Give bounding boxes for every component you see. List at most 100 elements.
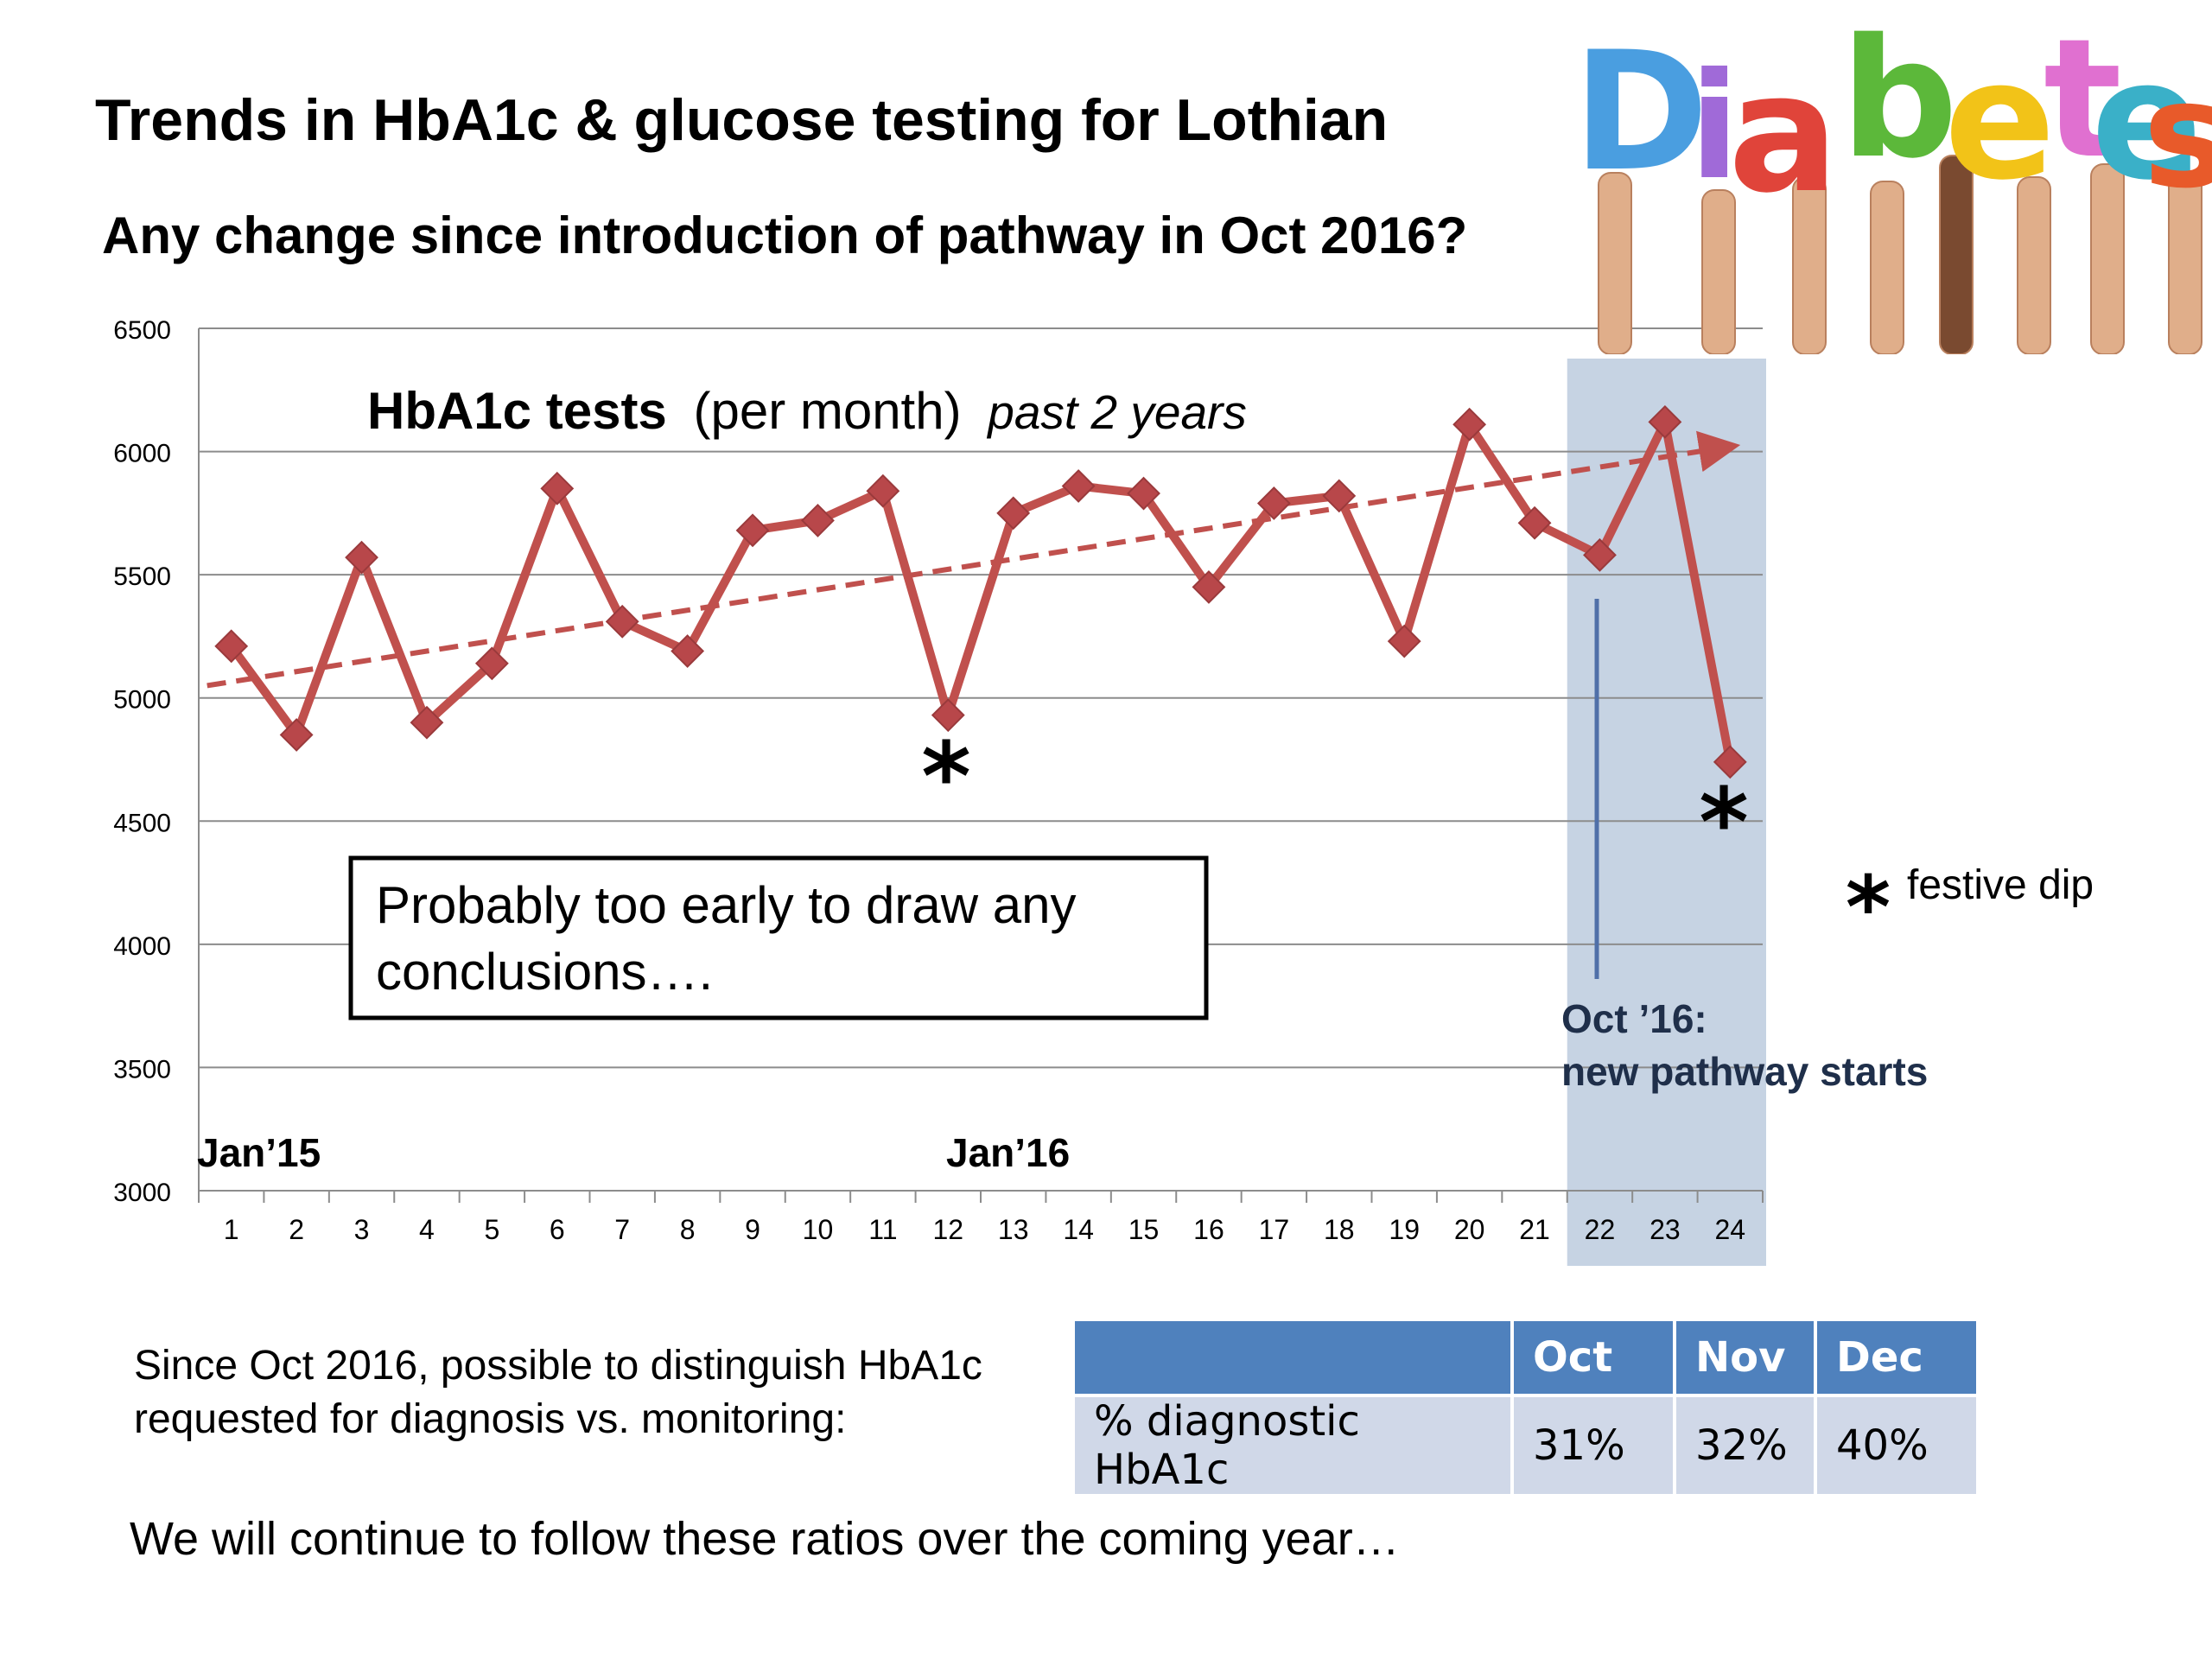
note-box [348, 855, 1209, 1020]
diagnostic-ratio-table: Oct Nov Dec % diagnostic HbA1c 31% 32% 4… [1071, 1318, 1980, 1497]
x-tick-5: 5 [484, 1214, 499, 1245]
data-point-month-1 [214, 629, 249, 664]
data-point-month-8 [671, 634, 705, 668]
x-axis-tick-labels: 1 2 3 4 5 6 7 8 9 10 11 12 13 14 15 16 17 18 19 20 21 22 23 24 [224, 1214, 1745, 1245]
table-header-row: Oct Nov Dec [1075, 1321, 1976, 1394]
y-tick-4500: 4500 [113, 809, 171, 837]
data-point-month-4 [410, 705, 444, 740]
diagnosis-note: Since Oct 2016, possible to distinguish … [134, 1339, 1050, 1446]
data-point-month-12 [931, 698, 965, 733]
note-line1: Probably too early to draw any [376, 876, 1076, 934]
x-tick-1: 1 [224, 1214, 239, 1245]
x-tick-18: 18 [1324, 1214, 1355, 1245]
legend-asterisk: * [1846, 857, 1891, 958]
x-tick-24: 24 [1714, 1214, 1745, 1245]
x-tick-2: 2 [289, 1214, 304, 1245]
x-tick-13: 13 [998, 1214, 1029, 1245]
data-point-month-24 [1713, 745, 1747, 779]
data-point-month-11 [866, 474, 900, 508]
x-tick-10: 10 [803, 1214, 834, 1245]
svg-text:b: b [1840, 26, 1958, 194]
data-point-month-10 [801, 503, 835, 537]
y-tick-6500: 6500 [113, 316, 171, 345]
data-point-month-5 [474, 646, 509, 681]
y-tick-6000: 6000 [113, 440, 171, 468]
hands-illustration [1598, 155, 2202, 354]
x-tick-15: 15 [1128, 1214, 1160, 1245]
y-tick-3000: 3000 [113, 1179, 171, 1207]
table-header-blank [1075, 1321, 1510, 1394]
y-axis-tick-labels: 3000 3500 4000 4500 5000 5500 6000 6500 [113, 316, 171, 1207]
data-point-month-16 [1192, 569, 1226, 604]
data-point-month-23 [1648, 404, 1682, 439]
data-point-month-3 [345, 540, 378, 575]
x-tick-9: 9 [745, 1214, 760, 1245]
x-tick-23: 23 [1649, 1214, 1681, 1245]
data-point-month-21 [1517, 505, 1552, 540]
table-header-dec: Dec [1817, 1321, 1976, 1394]
data-point-month-6 [540, 471, 575, 505]
svg-text:a: a [1728, 38, 1839, 229]
x-tick-16: 16 [1193, 1214, 1224, 1245]
svg-text:t: t [2044, 26, 2122, 194]
pathway-label-line1: Oct ’16: [1561, 996, 1707, 1041]
data-point-month-22 [1583, 537, 1617, 572]
data-point-month-14 [1061, 469, 1096, 503]
pathway-label-line2: new pathway starts [1561, 1049, 1928, 1094]
asterisk-month-12: * [921, 721, 971, 832]
series-line [227, 417, 1735, 763]
x-tick-14: 14 [1063, 1214, 1094, 1245]
note-line2: conclusions…. [376, 943, 713, 1001]
chart-title: HbA1c tests (per month) past 2 years [367, 382, 1247, 440]
logo-letters: D i a b e t e s [1573, 26, 2212, 229]
data-point-month-18 [1322, 479, 1357, 513]
x-axis [198, 328, 1764, 1203]
trendline [207, 430, 1741, 689]
table-header-nov: Nov [1676, 1321, 1814, 1394]
asterisk-month-24: * [1699, 767, 1749, 878]
svg-text:e: e [2091, 26, 2202, 216]
data-point-month-9 [735, 513, 770, 548]
y-tick-5000: 5000 [113, 686, 171, 715]
chart-title-bold: HbA1c tests [367, 382, 667, 440]
diagnosis-note-line2: requested for diagnosis vs. monitoring: [134, 1396, 847, 1442]
x-tick-3: 3 [354, 1214, 370, 1245]
data-point-month-7 [605, 604, 639, 639]
data-point-month-15 [1127, 476, 1160, 511]
chart-title-normal: (per month) [693, 382, 961, 440]
legend-festive-dip: festive dip [1907, 862, 2094, 908]
x-tick-8: 8 [680, 1214, 696, 1245]
svg-text:i: i [1689, 41, 1739, 213]
data-point-month-20 [1452, 407, 1487, 442]
slide-title: Trends in HbA1c & glucose testing for Lo… [95, 87, 1389, 153]
data-point-month-17 [1256, 486, 1291, 520]
svg-text:s: s [2143, 50, 2212, 221]
table-cell-nov: 32% [1676, 1397, 1814, 1494]
diagnosis-note-line1: Since Oct 2016, possible to distinguish … [134, 1343, 982, 1389]
x-tick-7: 7 [614, 1214, 630, 1245]
chart-title-italic: past 2 years [986, 385, 1247, 439]
x-tick-19: 19 [1389, 1214, 1420, 1245]
trendline-dashed [207, 430, 1741, 689]
jan15-label: Jan’15 [197, 1130, 321, 1175]
closing-statement: We will continue to follow these ratios … [130, 1513, 1400, 1565]
svg-text:e: e [1944, 26, 2056, 216]
table-row: % diagnostic HbA1c 31% 32% 40% [1075, 1397, 1976, 1494]
table-cell-oct: 31% [1514, 1397, 1673, 1494]
x-tick-17: 17 [1259, 1214, 1290, 1245]
slide-subtitle: Any change since introduction of pathway… [102, 207, 1468, 264]
x-tick-20: 20 [1454, 1214, 1485, 1245]
svg-text:D: D [1573, 26, 1709, 207]
data-point-month-13 [996, 496, 1031, 531]
table-cell-dec: 40% [1817, 1397, 1976, 1494]
y-tick-3500: 3500 [113, 1055, 171, 1084]
x-tick-12: 12 [932, 1214, 963, 1245]
x-tick-11: 11 [868, 1214, 897, 1245]
pathway-highlight-region [1567, 359, 1766, 1266]
data-point-month-2 [279, 718, 314, 752]
table-row-label: % diagnostic HbA1c [1075, 1397, 1510, 1494]
x-tick-21: 21 [1519, 1214, 1550, 1245]
series-hba1c [214, 404, 1747, 779]
diabetes-logo-image: D i a b e t e s [1573, 26, 2212, 354]
